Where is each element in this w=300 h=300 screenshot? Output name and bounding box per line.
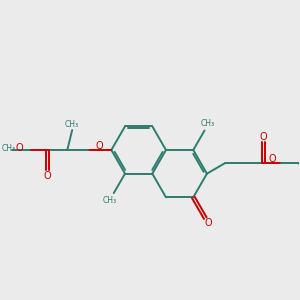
Text: O: O bbox=[44, 171, 51, 181]
Text: O: O bbox=[259, 132, 267, 142]
Text: CH₃: CH₃ bbox=[201, 118, 215, 127]
Text: O: O bbox=[268, 154, 276, 164]
Text: O: O bbox=[16, 143, 23, 153]
Text: CH₃: CH₃ bbox=[2, 144, 16, 153]
Text: O: O bbox=[204, 218, 212, 228]
Text: CH₃: CH₃ bbox=[103, 196, 117, 205]
Text: O: O bbox=[96, 140, 103, 151]
Text: CH₃: CH₃ bbox=[65, 120, 79, 129]
